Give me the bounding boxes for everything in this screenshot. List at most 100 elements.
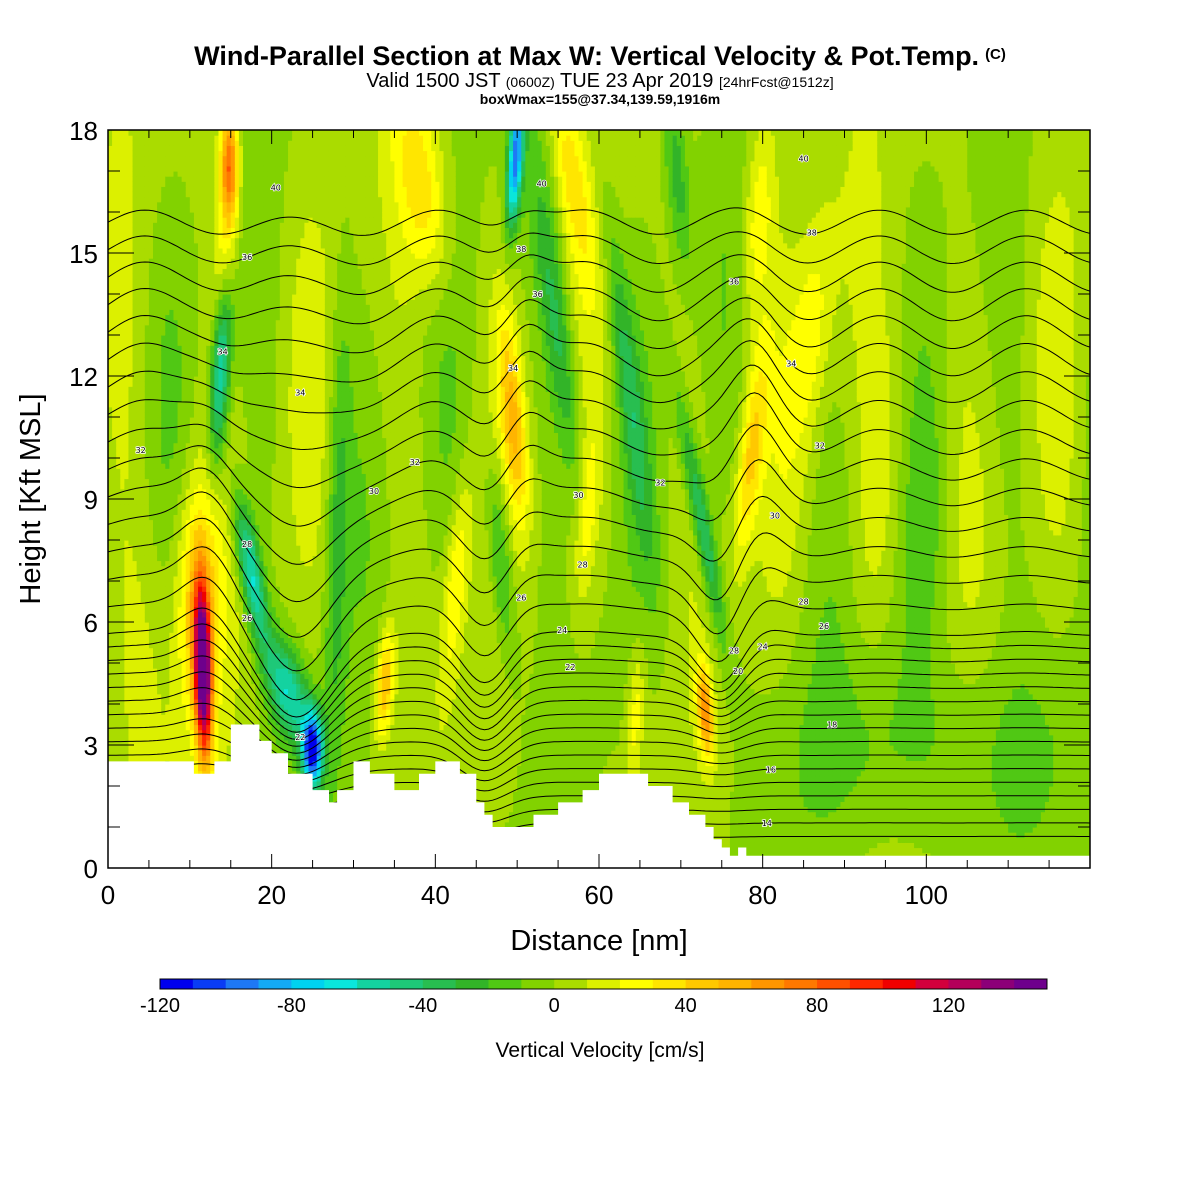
field-cell bbox=[181, 488, 187, 495]
field-cell bbox=[177, 278, 183, 285]
field-cell bbox=[189, 314, 195, 321]
field-cell bbox=[226, 181, 232, 187]
field-cell bbox=[120, 750, 125, 756]
field-cell bbox=[230, 381, 236, 387]
field-cell bbox=[124, 319, 130, 326]
field-cell bbox=[238, 627, 244, 633]
field-cell bbox=[202, 155, 207, 162]
field-cell bbox=[112, 657, 117, 664]
field-cell bbox=[161, 473, 166, 480]
field-cell bbox=[193, 591, 199, 597]
field-cell bbox=[193, 657, 199, 664]
field-cell bbox=[181, 253, 187, 259]
field-cell bbox=[234, 550, 240, 556]
field-cell bbox=[230, 237, 236, 244]
field-cell bbox=[222, 304, 228, 310]
field-cell bbox=[169, 253, 175, 259]
field-cell bbox=[144, 406, 150, 413]
field-cell bbox=[177, 247, 183, 254]
field-cell bbox=[181, 381, 187, 387]
field-cell bbox=[198, 688, 203, 695]
field-cell bbox=[140, 570, 146, 577]
field-cell bbox=[153, 478, 158, 485]
field-cell bbox=[181, 534, 187, 541]
field-cell bbox=[128, 499, 134, 505]
field-cell bbox=[169, 709, 175, 715]
field-cell bbox=[136, 417, 142, 423]
field-cell bbox=[193, 155, 199, 162]
field-cell bbox=[243, 663, 248, 669]
field-cell bbox=[128, 540, 134, 546]
field-cell bbox=[210, 483, 215, 490]
field-cell bbox=[157, 714, 162, 720]
field-cell bbox=[136, 473, 142, 480]
field-cell bbox=[206, 309, 211, 316]
field-cell bbox=[161, 524, 166, 531]
field-cell bbox=[124, 622, 130, 628]
field-cell bbox=[177, 704, 183, 710]
field-cell bbox=[165, 698, 170, 705]
field-cell bbox=[136, 355, 142, 362]
field-cell bbox=[136, 145, 142, 152]
field-cell bbox=[198, 258, 203, 264]
field-cell bbox=[108, 191, 113, 198]
field-cell bbox=[140, 519, 146, 526]
field-cell bbox=[210, 237, 215, 244]
field-cell bbox=[222, 606, 228, 613]
field-cell bbox=[226, 534, 232, 541]
field-cell bbox=[132, 232, 138, 239]
field-cell bbox=[206, 381, 211, 387]
field-cell bbox=[108, 514, 113, 521]
field-cell bbox=[144, 242, 150, 249]
field-cell bbox=[193, 196, 199, 203]
field-cell bbox=[136, 191, 142, 198]
field-cell bbox=[243, 140, 248, 146]
field-cell bbox=[230, 365, 236, 372]
field-cell bbox=[132, 360, 138, 367]
field-cell bbox=[177, 155, 183, 162]
field-cell bbox=[173, 386, 179, 392]
field-cell bbox=[136, 268, 142, 275]
field-cell bbox=[222, 452, 228, 459]
field-cell bbox=[128, 488, 134, 495]
field-cell bbox=[128, 704, 134, 710]
field-cell bbox=[234, 130, 240, 136]
field-cell bbox=[173, 253, 179, 259]
field-cell bbox=[116, 294, 121, 300]
field-cell bbox=[210, 217, 215, 223]
field-cell bbox=[157, 596, 162, 603]
field-cell bbox=[222, 222, 228, 228]
field-cell bbox=[136, 340, 142, 346]
field-cell bbox=[206, 242, 211, 249]
field-cell bbox=[214, 212, 220, 218]
field-cell bbox=[108, 509, 113, 515]
field-cell bbox=[136, 181, 142, 187]
field-cell bbox=[238, 606, 244, 613]
field-cell bbox=[226, 499, 232, 505]
field-cell bbox=[140, 606, 146, 613]
field-cell bbox=[181, 309, 187, 316]
field-cell bbox=[148, 565, 154, 572]
field-cell bbox=[136, 734, 142, 741]
field-cell bbox=[238, 473, 244, 480]
field-cell bbox=[198, 212, 203, 218]
field-cell bbox=[226, 299, 232, 305]
field-cell bbox=[198, 683, 203, 690]
field-cell bbox=[116, 237, 121, 244]
field-cell bbox=[148, 499, 154, 505]
field-cell bbox=[181, 135, 187, 141]
field-cell bbox=[185, 452, 191, 459]
field-cell bbox=[185, 745, 191, 751]
field-cell bbox=[185, 155, 191, 162]
field-cell bbox=[112, 427, 117, 433]
field-cell bbox=[230, 473, 236, 480]
field-cell bbox=[243, 452, 248, 459]
field-cell bbox=[132, 206, 138, 213]
field-cell bbox=[189, 678, 195, 685]
field-cell bbox=[210, 591, 215, 597]
field-cell bbox=[148, 150, 154, 157]
field-cell bbox=[193, 627, 199, 633]
field-cell bbox=[116, 606, 121, 613]
field-cell bbox=[132, 493, 138, 500]
field-cell bbox=[189, 565, 195, 572]
